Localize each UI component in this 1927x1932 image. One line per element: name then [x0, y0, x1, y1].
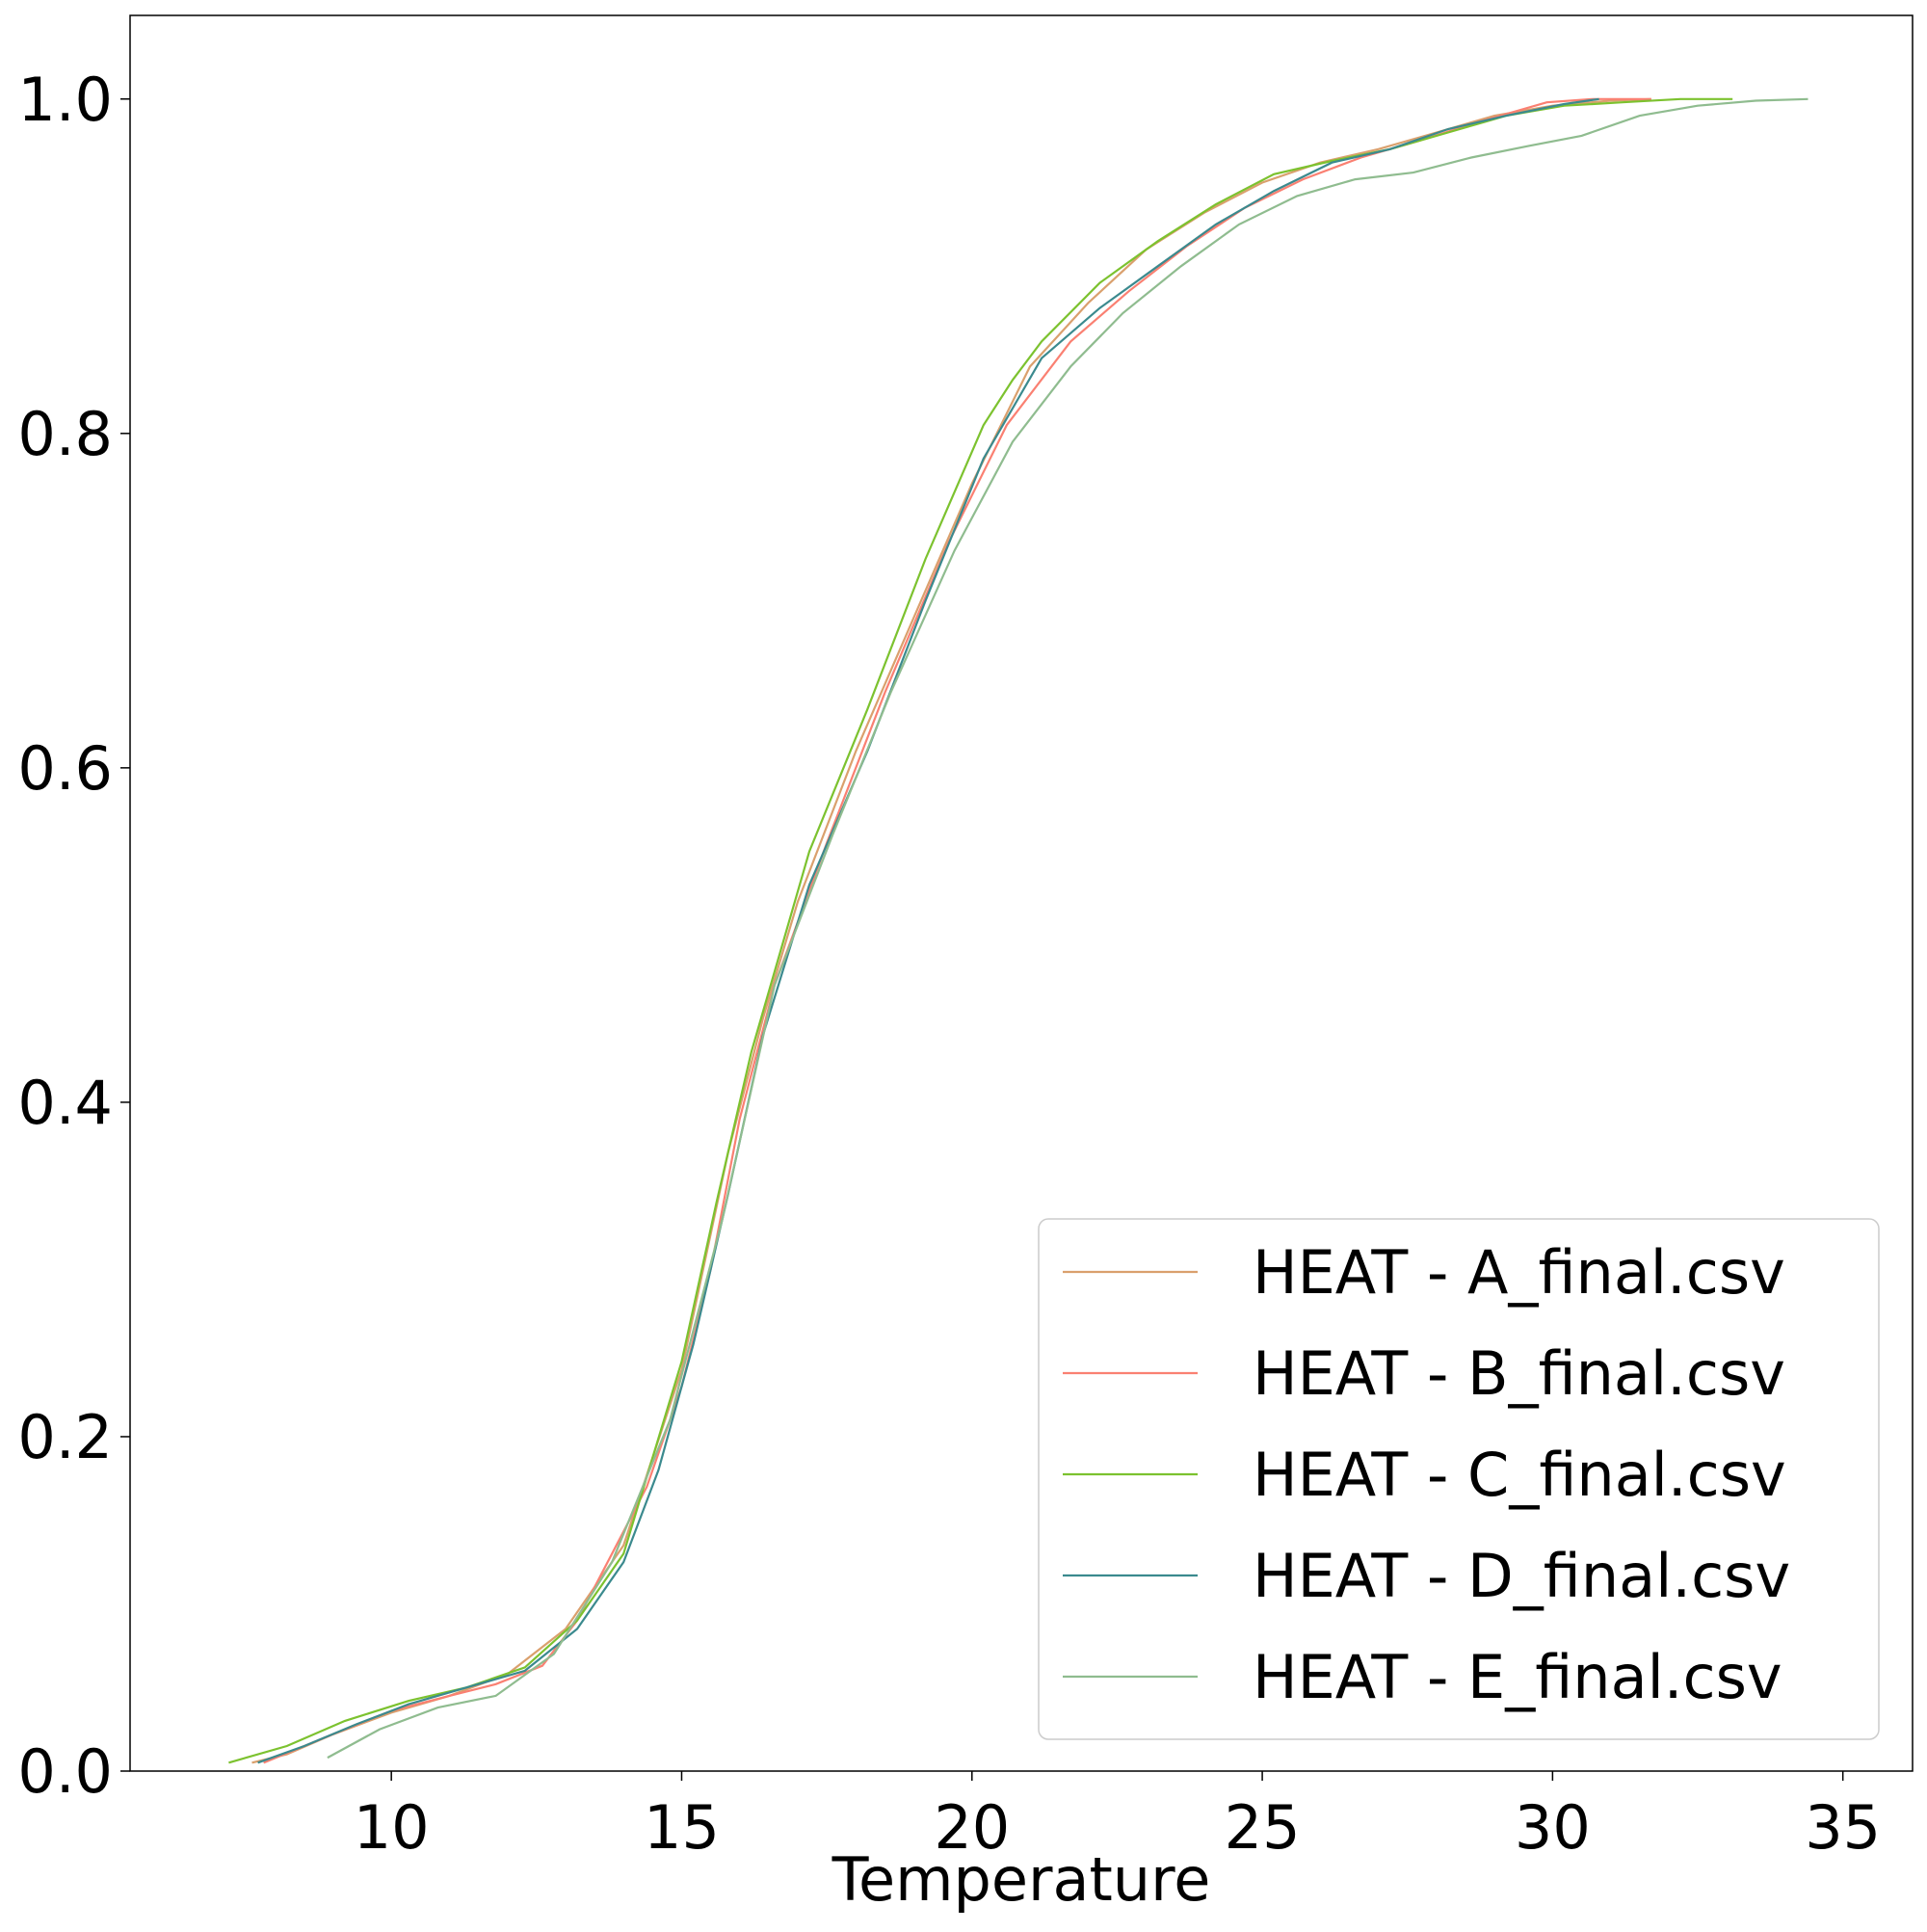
- y-tick-label: 0.6: [17, 733, 113, 804]
- series-line-5: [327, 97, 1808, 1760]
- series-layer: [228, 97, 1808, 1764]
- y-tick-label: 0.8: [17, 399, 113, 469]
- legend-label-3: HEAT - C_final.csv: [1253, 1440, 1786, 1510]
- legend-label-2: HEAT - B_final.csv: [1253, 1338, 1785, 1409]
- series-line-3: [228, 97, 1733, 1764]
- y-axis: 0.0 0.2 0.4 0.6 0.8 1.0: [17, 65, 130, 1807]
- x-axis-label: Temperature: [832, 1844, 1211, 1915]
- legend-box: [1038, 1218, 1880, 1740]
- series-line-1: [251, 97, 1651, 1764]
- plot-frame: [129, 14, 1914, 1772]
- x-tick-label: 35: [1805, 1792, 1881, 1863]
- x-tick-label: 10: [354, 1792, 430, 1863]
- x-tick-label: 30: [1515, 1792, 1591, 1863]
- legend-label-1: HEAT - A_final.csv: [1253, 1237, 1785, 1308]
- x-axis: 10 15 20 25 30 35: [354, 1771, 1881, 1863]
- x-tick-label: 20: [934, 1792, 1010, 1863]
- x-tick-label: 25: [1225, 1792, 1301, 1863]
- legend-label-4: HEAT - D_final.csv: [1253, 1541, 1790, 1611]
- y-tick-label: 0.4: [17, 1068, 113, 1138]
- y-tick-label: 0.0: [17, 1736, 113, 1807]
- y-tick-label: 0.2: [17, 1402, 113, 1472]
- x-tick-label: 15: [644, 1792, 720, 1863]
- legend: HEAT - A_final.csv HEAT - B_final.csv HEAT…: [1038, 1218, 1880, 1740]
- y-tick-label: 1.0: [17, 65, 113, 135]
- legend-label-5: HEAT - E_final.csv: [1253, 1642, 1782, 1712]
